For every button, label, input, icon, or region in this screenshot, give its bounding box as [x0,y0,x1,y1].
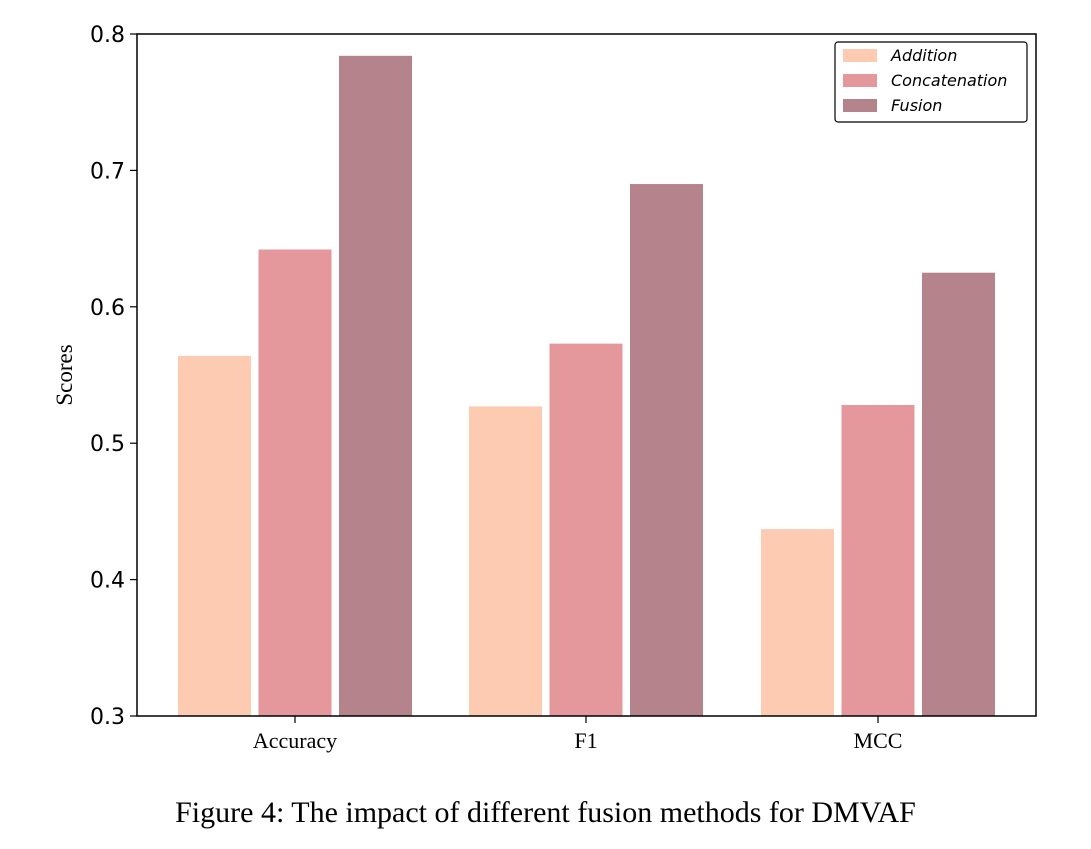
bar-fusion-mcc [922,272,995,716]
y-tick-label: 0.7 [90,159,125,184]
legend-label-fusion: Fusion [891,96,942,115]
y-axis-label: Scores [52,344,77,405]
bar-addition-accuracy [178,355,251,716]
bar-fusion-accuracy [339,55,412,717]
legend-label-addition: Addition [890,46,957,65]
bar-concatenation-f1 [549,343,623,716]
x-tick-label: Accuracy [253,728,337,753]
legend-swatch-fusion [843,99,877,112]
bar-chart: 0.30.40.50.60.70.8 Accuracy F1 MCC Scores … [52,23,1037,753]
legend-swatch-concatenation [843,74,877,87]
bar-concatenation-accuracy [258,249,332,716]
y-tick-label: 0.4 [90,569,125,594]
x-axis-ticks: Accuracy F1 MCC [253,716,903,753]
y-tick-label: 0.3 [90,705,125,730]
plot-frame [136,33,1037,717]
legend-label-concatenation: Concatenation [891,71,1007,90]
bars-group [178,55,995,717]
y-tick-label: 0.8 [90,23,125,48]
figure-caption: Figure 4: The impact of different fusion… [175,796,916,829]
y-tick-label: 0.5 [90,432,125,457]
bar-concatenation-mcc [841,405,915,716]
x-tick-label: F1 [574,728,597,753]
legend: Addition Concatenation Fusion [834,41,1028,123]
bar-addition-mcc [761,529,834,716]
bar-addition-f1 [469,406,542,716]
bar-fusion-f1 [630,184,703,717]
legend-box [834,41,1028,123]
y-tick-label: 0.6 [90,296,125,321]
x-tick-label: MCC [854,728,903,753]
y-axis-ticks: 0.3 0.4 0.5 0.6 0.7 0.8 [90,23,137,730]
legend-swatch-addition [843,49,877,62]
